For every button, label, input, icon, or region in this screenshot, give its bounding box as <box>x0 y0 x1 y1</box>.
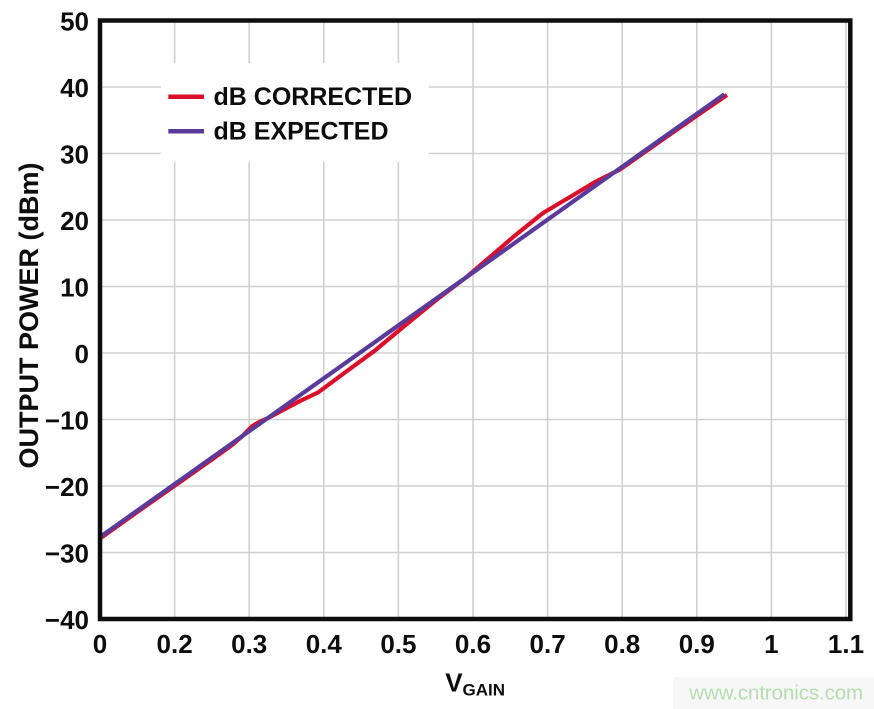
svg-text:−30: −30 <box>45 539 89 569</box>
svg-text:www.cntronics.com: www.cntronics.com <box>688 682 863 705</box>
svg-text:−40: −40 <box>45 605 89 635</box>
svg-text:0: 0 <box>75 339 89 369</box>
svg-text:10: 10 <box>60 273 89 303</box>
svg-text:0.4: 0.4 <box>306 629 343 659</box>
svg-text:0.8: 0.8 <box>604 629 640 659</box>
svg-text:0.5: 0.5 <box>380 629 416 659</box>
svg-text:0.2: 0.2 <box>157 629 193 659</box>
svg-text:−10: −10 <box>45 406 89 436</box>
svg-text:0.3: 0.3 <box>231 629 267 659</box>
svg-text:1.1: 1.1 <box>828 629 864 659</box>
svg-text:−20: −20 <box>45 472 89 502</box>
svg-text:40: 40 <box>60 73 89 103</box>
svg-text:OUTPUT POWER (dBm): OUTPUT POWER (dBm) <box>14 163 44 469</box>
svg-text:20: 20 <box>60 206 89 236</box>
svg-text:1: 1 <box>764 629 778 659</box>
svg-text:0.7: 0.7 <box>530 629 566 659</box>
svg-text:0: 0 <box>93 629 107 659</box>
svg-text:dB CORRECTED: dB CORRECTED <box>214 83 413 111</box>
svg-text:0.9: 0.9 <box>679 629 715 659</box>
svg-text:30: 30 <box>60 140 89 170</box>
svg-text:0.6: 0.6 <box>455 629 491 659</box>
svg-text:dB EXPECTED: dB EXPECTED <box>214 118 389 146</box>
svg-text:50: 50 <box>60 7 89 37</box>
